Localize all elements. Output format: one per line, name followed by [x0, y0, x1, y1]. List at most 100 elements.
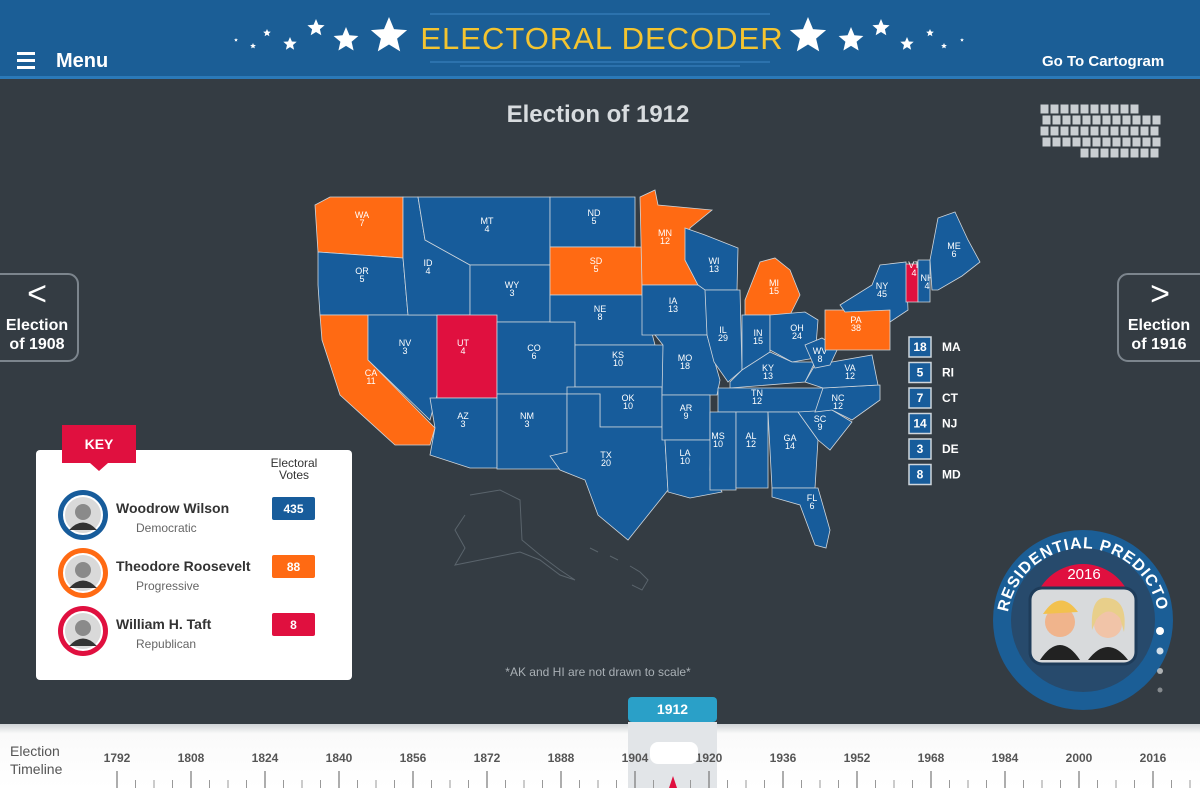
timeline-year[interactable]: 1808 — [178, 751, 205, 765]
small-state-box[interactable] — [908, 463, 932, 486]
predictor-badge[interactable] — [993, 530, 1173, 710]
predictor-year[interactable]: 2016 — [1067, 566, 1100, 583]
state[interactable] — [436, 314, 498, 399]
next-label[interactable]: Election of 1916 — [1127, 317, 1191, 353]
timeline-year[interactable]: 1968 — [918, 751, 945, 765]
cartogram-icon[interactable] — [1039, 103, 1162, 159]
state[interactable] — [735, 411, 769, 489]
timeline-year[interactable]: 2000 — [1066, 751, 1093, 765]
mini-cell — [1139, 147, 1150, 159]
star — [283, 37, 297, 50]
timeline-year[interactable]: 1888 — [548, 751, 575, 765]
state[interactable] — [839, 261, 909, 323]
current-year-box — [628, 697, 717, 722]
candidate-party: Progressive — [136, 579, 200, 593]
next-arrow[interactable]: > — [1150, 275, 1170, 313]
timeline-year[interactable]: 1792 — [104, 751, 131, 765]
star — [333, 27, 359, 51]
state-abbr: FL — [807, 493, 818, 503]
timeline-year[interactable]: 1872 — [474, 751, 501, 765]
mini-cell — [1149, 125, 1160, 137]
small-state-votes: 8 — [917, 468, 924, 482]
state[interactable] — [767, 411, 819, 489]
candidate-party: Republican — [136, 637, 196, 651]
timeline-year[interactable]: 1936 — [770, 751, 797, 765]
state[interactable] — [729, 351, 816, 389]
timeline-year[interactable]: 1920 — [696, 751, 723, 765]
mini-cell — [1051, 136, 1062, 148]
mini-cell — [1099, 147, 1110, 159]
state-votes: 12 — [660, 236, 670, 246]
state-abbr: NY — [876, 281, 889, 291]
mini-cell — [1061, 114, 1072, 126]
header-border — [0, 76, 1200, 79]
mini-cell — [1099, 103, 1110, 115]
state-votes: 10 — [613, 358, 623, 368]
state-abbr: SD — [590, 256, 603, 266]
mini-cell — [1149, 147, 1160, 159]
state[interactable] — [704, 289, 743, 383]
state-abbr: KY — [762, 363, 774, 373]
state-votes: 5 — [593, 264, 598, 274]
mini-cell — [1049, 103, 1060, 115]
timeline-year[interactable]: 1824 — [252, 751, 279, 765]
prev-button[interactable] — [0, 273, 79, 362]
state-abbr: UT — [457, 338, 469, 348]
state-votes: 18 — [680, 361, 690, 371]
state-abbr: NE — [594, 304, 607, 314]
mini-cell — [1069, 125, 1080, 137]
state-abbr: NH — [921, 273, 934, 283]
state-abbr: VA — [844, 363, 855, 373]
prev-arrow[interactable]: < — [27, 275, 47, 313]
state[interactable] — [709, 411, 737, 491]
state-votes: 9 — [683, 411, 688, 421]
timeline[interactable]: 1792 1808 1824 1840 1856 1872 1888 1904 1920 1936… — [104, 697, 1200, 788]
votes-header: Electoral Votes — [270, 456, 318, 482]
mini-cell — [1109, 103, 1120, 115]
state-abbr: GA — [783, 433, 796, 443]
next-button[interactable] — [1117, 273, 1200, 362]
current-year: 1912 — [657, 701, 688, 717]
mini-cell — [1071, 114, 1082, 126]
map-note: *AK and HI are not drawn to scale* — [505, 665, 691, 679]
state-votes: 12 — [752, 396, 762, 406]
small-state-box[interactable] — [908, 412, 932, 435]
state[interactable] — [429, 397, 498, 469]
state-abbr: TX — [600, 450, 612, 460]
state-abbr: ID — [424, 258, 434, 268]
timeline-year[interactable]: 2016 — [1140, 751, 1167, 765]
small-state-abbr: DE — [942, 442, 959, 456]
state-votes: 20 — [601, 458, 611, 468]
mini-cell — [1081, 114, 1092, 126]
candidate-votes: 88 — [287, 560, 301, 574]
small-state-box[interactable] — [908, 361, 932, 384]
state-votes: 7 — [359, 218, 364, 228]
state[interactable] — [929, 211, 981, 291]
star — [941, 43, 947, 49]
state[interactable] — [549, 393, 669, 541]
small-state-box[interactable] — [908, 336, 932, 358]
cartogram-link[interactable]: Go To Cartogram — [1042, 53, 1165, 70]
state[interactable] — [771, 487, 831, 549]
candidate-name: Theodore Roosevelt — [116, 558, 251, 574]
state-votes: 4 — [425, 266, 430, 276]
prev-label[interactable]: Election of 1908 — [5, 317, 69, 353]
timeline-year[interactable]: 1840 — [326, 751, 353, 765]
state-votes: 5 — [359, 274, 364, 284]
state[interactable] — [717, 387, 824, 413]
state-abbr: OR — [355, 266, 369, 276]
menu-label[interactable]: Menu — [56, 50, 109, 72]
state[interactable] — [917, 259, 931, 303]
state[interactable] — [814, 384, 881, 421]
state[interactable] — [804, 354, 879, 389]
timeline-year[interactable]: 1952 — [844, 751, 871, 765]
timeline-year[interactable]: 1904 — [622, 751, 649, 765]
timeline-year[interactable]: 1984 — [992, 751, 1019, 765]
small-state-votes: 18 — [913, 340, 927, 354]
menu-icon[interactable] — [17, 52, 35, 69]
state-votes: 29 — [718, 333, 728, 343]
timeline-year[interactable]: 1856 — [400, 751, 427, 765]
small-state-box[interactable] — [908, 387, 932, 409]
small-state-box[interactable] — [908, 438, 932, 460]
